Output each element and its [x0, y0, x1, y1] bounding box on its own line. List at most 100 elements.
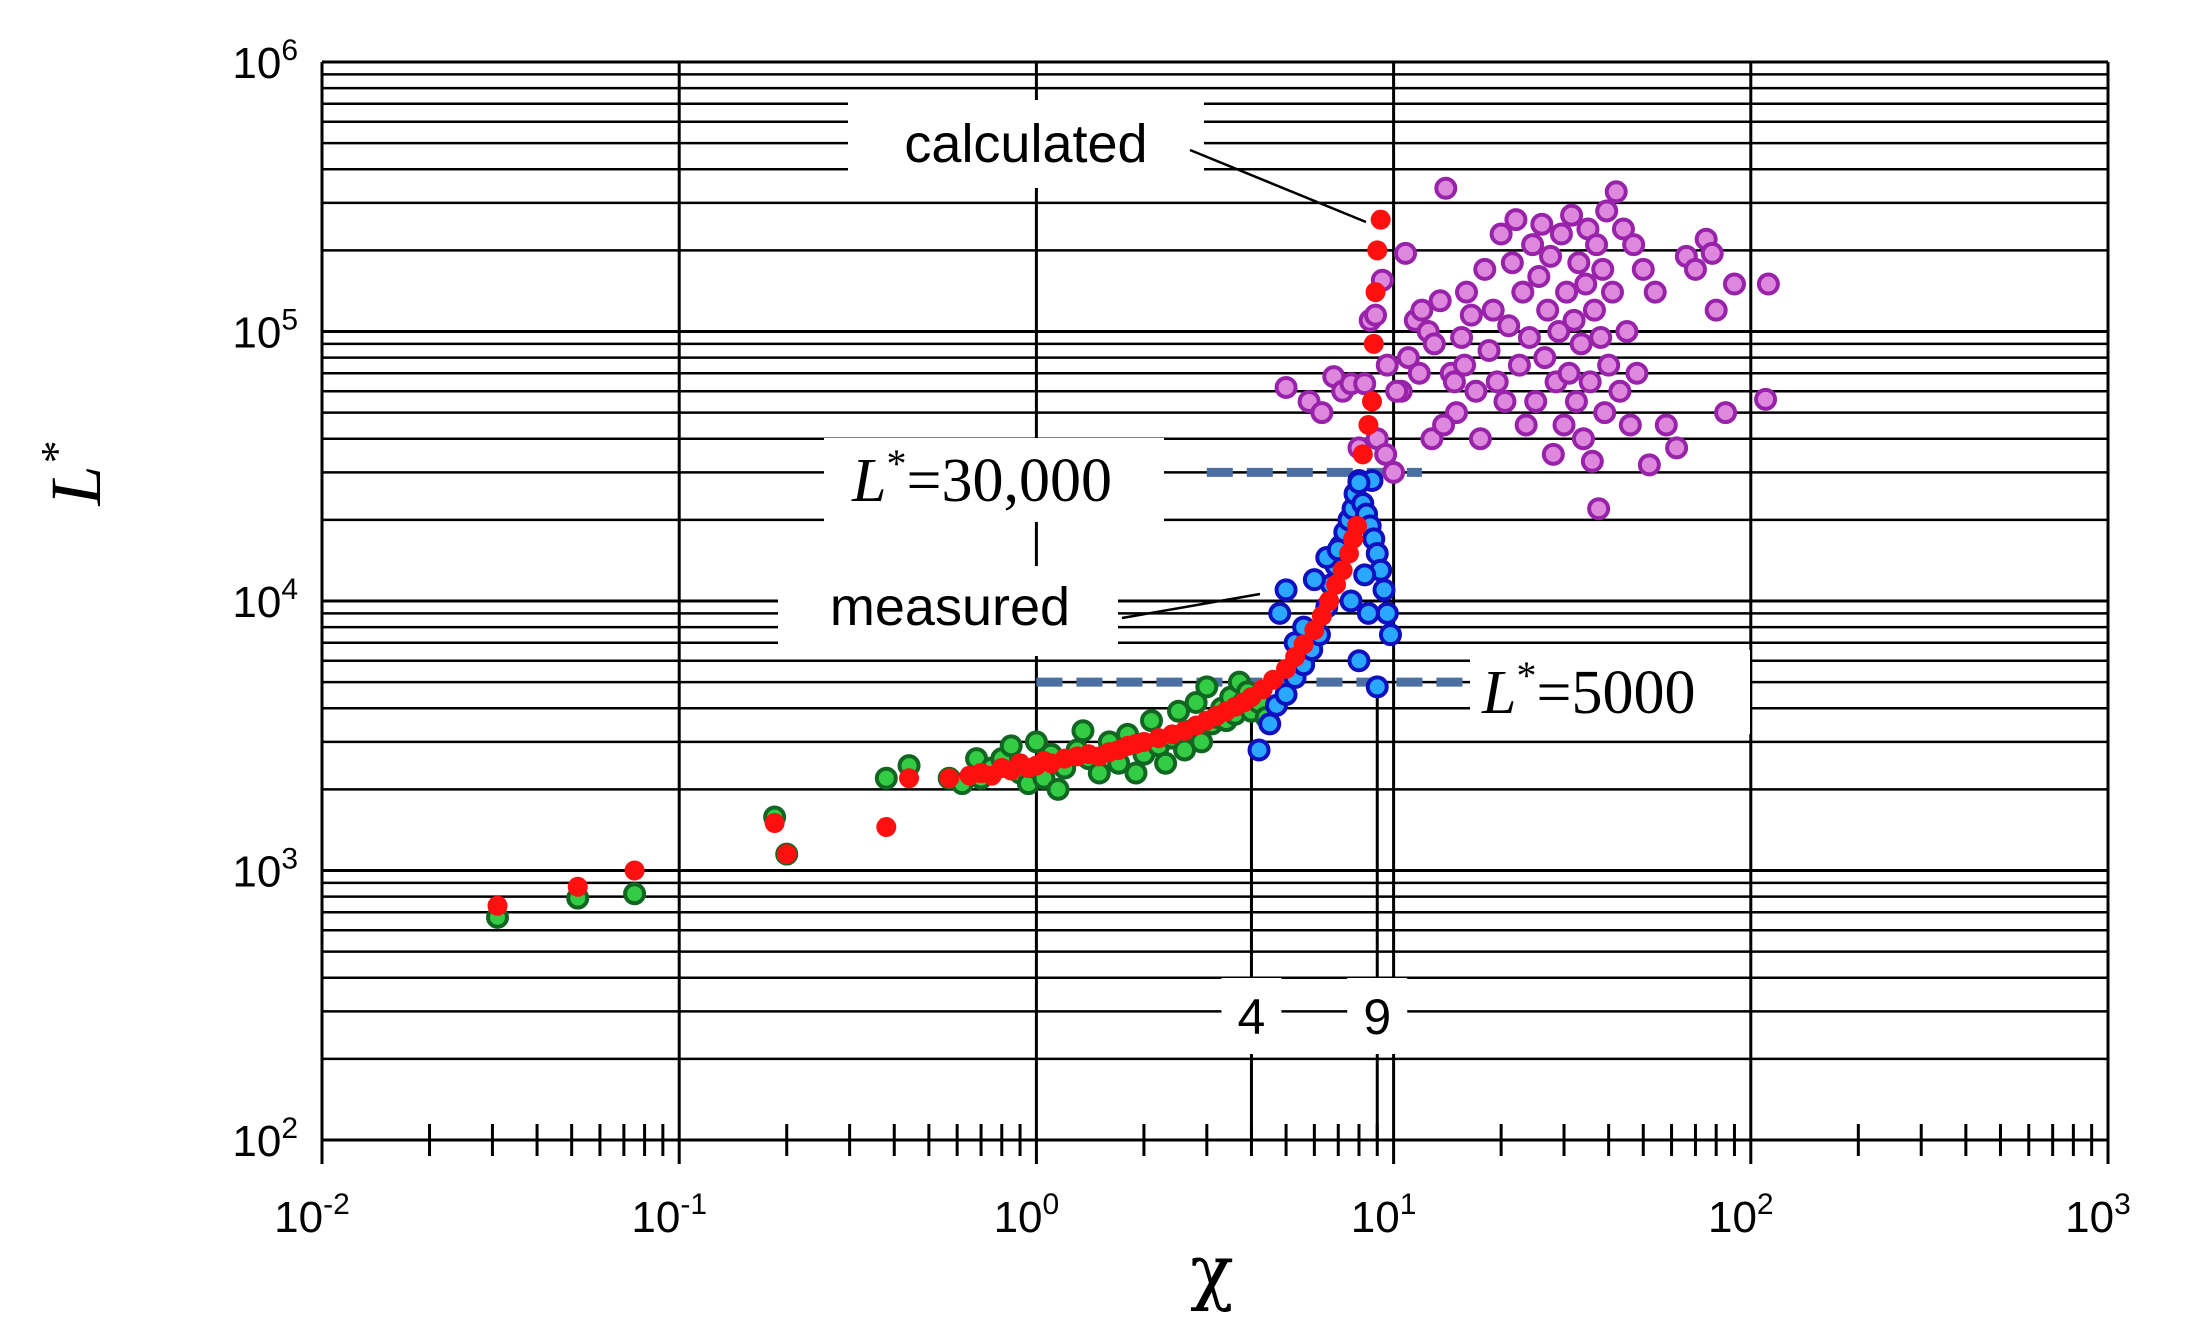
ref-5000-label: L*=5000 [1481, 653, 1695, 727]
data-point-magenta [1587, 497, 1611, 521]
data-point-red [1352, 444, 1373, 465]
data-point-magenta [1536, 298, 1560, 322]
data-point-magenta [1549, 222, 1573, 246]
data-point-magenta [1611, 217, 1635, 241]
ref-5000-label-box [1470, 650, 1750, 734]
x-tick-labels: 10-2 10-1 100 101 102 103 [274, 1188, 2131, 1242]
data-point-magenta [1453, 353, 1477, 377]
data-point-blue [1365, 675, 1389, 699]
data-point-red [1358, 414, 1379, 435]
data-point-red [1311, 605, 1332, 626]
data-point-red [1363, 333, 1384, 354]
data-point-magenta [1530, 212, 1554, 236]
data-point-magenta [1541, 442, 1565, 466]
data-point-magenta [1560, 203, 1584, 227]
data-point-blue [1268, 601, 1292, 625]
data-point-magenta [1582, 298, 1606, 322]
data-point-green [1195, 675, 1219, 699]
data-point-magenta [1593, 401, 1617, 425]
data-point-blue [1247, 738, 1271, 762]
vertical-marker-label-box [1347, 978, 1408, 1054]
data-point-magenta [1722, 272, 1746, 296]
calculated-label: calculated [904, 114, 1147, 174]
data-point-magenta [1410, 298, 1434, 322]
data-point-magenta [1497, 314, 1521, 338]
data-point-magenta [1580, 449, 1604, 473]
data-point-magenta [1756, 272, 1780, 296]
y-axis-title: L* [31, 442, 116, 506]
data-point-magenta [1547, 320, 1571, 343]
data-point-blue [1372, 578, 1396, 602]
data-point-magenta [1428, 289, 1452, 313]
data-point-magenta [1353, 372, 1377, 396]
data-point-magenta [1683, 257, 1707, 281]
vertical-marker-label: 4 [1238, 989, 1266, 1045]
data-point-magenta [1622, 233, 1646, 257]
data-point-green [1167, 699, 1191, 723]
data-point-magenta [1615, 320, 1639, 343]
data-point-magenta [1571, 427, 1595, 451]
data-point-magenta [1754, 387, 1778, 411]
data-point-green [623, 882, 647, 906]
ref-30000-label-box [824, 438, 1164, 522]
data-point-blue [1339, 589, 1363, 613]
data-point-magenta [1473, 257, 1497, 281]
data-point-red [1361, 391, 1382, 412]
data-point-magenta [1374, 442, 1398, 466]
data-point-blue [1302, 568, 1326, 592]
data-point-magenta [1504, 208, 1528, 232]
data-point-red [1365, 282, 1386, 303]
data-point-green [1184, 691, 1208, 715]
data-point-magenta [1442, 370, 1466, 394]
data-point-red [567, 876, 588, 897]
y-tick-label: 106 [232, 34, 298, 88]
ref-30000-label: L*=30,000 [851, 441, 1112, 515]
vertical-marker-label-box [1221, 978, 1282, 1054]
y-tick-label: 104 [232, 573, 298, 627]
data-point-magenta [1514, 413, 1538, 437]
data-point-magenta [1555, 280, 1579, 304]
data-point-magenta [1382, 460, 1406, 484]
x-tick-label: 100 [994, 1188, 1060, 1242]
annotations: calculated measured L*=30,000 L*=5000 [778, 100, 1750, 734]
data-point-red [939, 768, 960, 789]
data-point-magenta [1704, 298, 1728, 322]
data-point-blue [1356, 601, 1380, 625]
data-point-blue [1378, 623, 1402, 647]
data-point-magenta [1364, 303, 1388, 327]
data-point-magenta [1714, 401, 1738, 425]
data-point-magenta [1700, 241, 1724, 265]
data-point-magenta [1432, 413, 1456, 437]
data-point-red [899, 768, 920, 789]
data-point-magenta [1595, 199, 1619, 223]
data-point-blue [1274, 682, 1298, 706]
data-point-magenta [1665, 436, 1689, 460]
data-point-red [876, 817, 897, 838]
data-point-magenta [1600, 280, 1624, 304]
data-point-red [624, 860, 645, 881]
data-point-blue [1274, 578, 1298, 602]
data-point-magenta [1517, 326, 1541, 350]
vertical-marker-label: 9 [1363, 989, 1391, 1045]
data-point-red [1332, 560, 1353, 581]
y-tick-label: 105 [232, 304, 298, 358]
data-point-magenta [1481, 298, 1505, 322]
data-point-green [1124, 761, 1148, 785]
data-point-magenta [1574, 272, 1598, 296]
measured-label: measured [830, 577, 1070, 637]
data-point-magenta [1654, 413, 1678, 437]
data-point-magenta [1591, 257, 1615, 281]
x-tick-label: 101 [1351, 1188, 1417, 1242]
data-point-magenta [1274, 375, 1298, 399]
data-points [486, 176, 1780, 929]
data-point-magenta [1589, 326, 1613, 350]
x-tick-label: 103 [2065, 1188, 2131, 1242]
y-tick-label: 103 [232, 843, 298, 897]
data-point-magenta [1485, 370, 1509, 394]
x-tick-label: 10-2 [274, 1188, 350, 1242]
data-point-magenta [1618, 413, 1642, 437]
data-point-magenta [1562, 308, 1586, 332]
data-point-red [1293, 634, 1314, 655]
data-point-blue [1258, 712, 1282, 736]
